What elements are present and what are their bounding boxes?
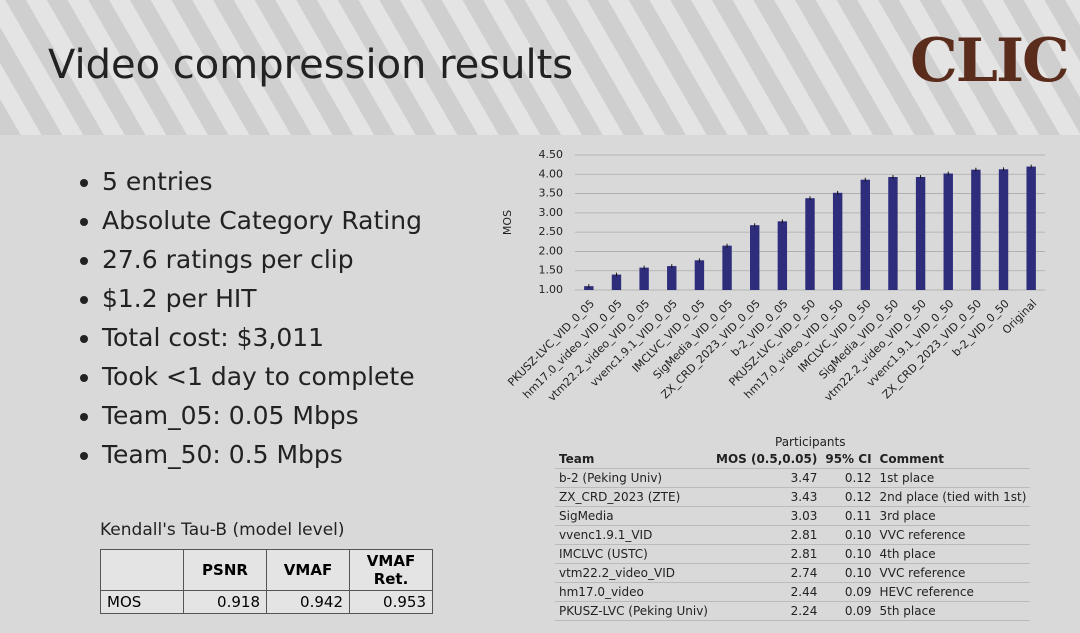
header-cell: PSNR <box>183 549 267 591</box>
cell: VVC reference <box>875 525 1031 545</box>
cell: vvenc1.9.1_VID <box>555 525 712 545</box>
cell: 0.11 <box>821 506 876 526</box>
header-cell: Comment <box>875 450 1031 469</box>
row: ZX_CRD_2023 (ZTE) 3.43 0.12 2nd place (tied… <box>555 487 1031 507</box>
bullet: Took <1 day to complete <box>102 357 422 396</box>
bullet: 27.6 ratings per clip <box>102 240 422 279</box>
cell: 2.81 <box>712 525 822 545</box>
cell <box>100 549 184 591</box>
bar <box>915 176 926 290</box>
y-tick-label: 4.50 <box>539 148 564 161</box>
cell: 2.74 <box>712 563 822 583</box>
cell: ZX_CRD_2023 (ZTE) <box>555 487 712 507</box>
bullet-list: 5 entriesAbsolute Category Rating27.6 ra… <box>60 162 422 474</box>
logo: CLIC <box>910 26 1070 96</box>
bar <box>998 169 1009 290</box>
participants-caption: Participants <box>775 435 846 449</box>
cell: 0.918 <box>183 590 267 614</box>
bar <box>777 221 788 290</box>
bar <box>860 179 870 290</box>
header-cell: VMAF <box>266 549 350 591</box>
bullet: Team_50: 0.5 Mbps <box>102 435 422 474</box>
row: vvenc1.9.1_VID 2.81 0.10 VVC reference <box>555 525 1031 545</box>
cell: 3.03 <box>712 506 822 526</box>
cell: hm17.0_video <box>555 582 712 602</box>
row: b-2 (Peking Univ) 3.47 0.12 1st place <box>555 468 1031 488</box>
cell: 2.24 <box>712 601 822 621</box>
row: vtm22.2_video_VID 2.74 0.10 VVC reference <box>555 563 1031 583</box>
header-cell: MOS (0.5,0.05) <box>712 450 822 469</box>
header-cell: VMAF Ret. <box>349 549 433 591</box>
cell: 0.10 <box>821 563 876 583</box>
cell: 1st place <box>875 468 1031 488</box>
bar <box>1026 166 1036 290</box>
y-tick-label: 3.50 <box>539 187 564 200</box>
bar <box>694 260 705 290</box>
cell: 0.12 <box>821 487 876 507</box>
cell: IMCLVC (USTC) <box>555 544 712 564</box>
cell: b-2 (Peking Univ) <box>555 468 712 488</box>
cell: 0.942 <box>266 590 350 614</box>
bar <box>722 245 732 290</box>
row: IMCLVC (USTC) 2.81 0.10 4th place <box>555 544 1031 564</box>
bar <box>971 169 981 290</box>
y-tick-label: 3.00 <box>539 206 564 219</box>
y-tick-label: 1.00 <box>539 283 564 296</box>
cell: 0.12 <box>821 468 876 488</box>
header-band <box>0 0 1080 135</box>
cell: 0.953 <box>349 590 433 614</box>
row: SigMedia 3.03 0.11 3rd place <box>555 506 1031 526</box>
bar <box>639 267 649 290</box>
cell: HEVC reference <box>875 582 1031 602</box>
cell: 0.10 <box>821 525 876 545</box>
bar <box>611 274 622 290</box>
y-tick-label: 2.00 <box>539 244 564 257</box>
header-cell: 95% CI <box>821 450 876 469</box>
y-axis-title: MOS <box>501 210 514 235</box>
bullet: 5 entries <box>102 162 422 201</box>
bullet: Team_05: 0.05 Mbps <box>102 396 422 435</box>
row: PSNR VMAF VMAF Ret. <box>100 549 433 591</box>
participants-table: Team MOS (0.5,0.05) 95% CI Comment b-2 (Peki… <box>555 450 1031 621</box>
header-cell: Team <box>555 450 712 469</box>
chart: MOS1.001.502.002.503.003.504.004.50PKUSZ… <box>501 148 1045 404</box>
cell: PKUSZ-LVC (Peking Univ) <box>555 601 712 621</box>
bar <box>832 192 843 290</box>
row: PKUSZ-LVC (Peking Univ) 2.24 0.09 5th place <box>555 601 1031 621</box>
kendall-title: Kendall's Tau-B (model level) <box>100 520 345 540</box>
cell: vtm22.2_video_VID <box>555 563 712 583</box>
cell: 5th place <box>875 601 1031 621</box>
cell: 2.81 <box>712 544 822 564</box>
bullet: Total cost: $3,011 <box>102 318 422 357</box>
y-tick-label: 1.50 <box>539 264 564 277</box>
bar <box>667 266 677 290</box>
cell: 3.47 <box>712 468 822 488</box>
cell: 3rd place <box>875 506 1031 526</box>
cell: 0.09 <box>821 601 876 621</box>
cell: SigMedia <box>555 506 712 526</box>
cell: 0.10 <box>821 544 876 564</box>
cell: 3.43 <box>712 487 822 507</box>
bullet: $1.2 per HIT <box>102 279 422 318</box>
bar <box>805 198 815 290</box>
row-label: MOS <box>100 590 184 614</box>
row: Team MOS (0.5,0.05) 95% CI Comment <box>555 450 1031 469</box>
cell: 4th place <box>875 544 1031 564</box>
cell: VVC reference <box>875 563 1031 583</box>
bar <box>750 225 760 290</box>
row: hm17.0_video 2.44 0.09 HEVC reference <box>555 582 1031 602</box>
cell: 0.09 <box>821 582 876 602</box>
bar <box>888 176 898 290</box>
kendall-table: PSNR VMAF VMAF Ret. MOS 0.918 0.942 0.953 <box>100 549 433 614</box>
y-tick-label: 2.50 <box>539 225 564 238</box>
slide-title: Video compression results <box>48 42 574 88</box>
cell: 2nd place (tied with 1st) <box>875 487 1031 507</box>
row: MOS 0.918 0.942 0.953 <box>100 590 433 614</box>
cell: 2.44 <box>712 582 822 602</box>
bullet: Absolute Category Rating <box>102 201 422 240</box>
bar <box>943 173 953 290</box>
y-tick-label: 4.00 <box>539 167 564 180</box>
